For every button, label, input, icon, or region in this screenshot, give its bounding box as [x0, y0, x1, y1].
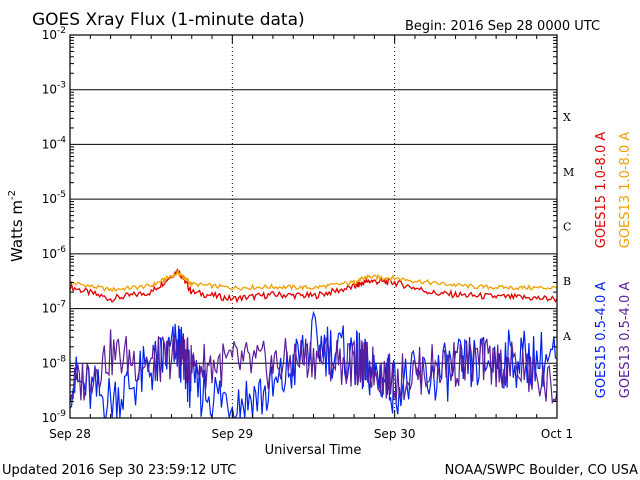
series-line-1 [69, 267, 558, 304]
y-axis-label-sup: -2 [7, 190, 18, 200]
y-tick-label: 10-3 [42, 81, 66, 97]
y-axis-label-text: Watts m [8, 200, 26, 262]
series-line-3 [69, 310, 558, 420]
x-tick-label: Sep 28 [49, 427, 91, 441]
y-tick-base: 10 [42, 247, 57, 261]
y-axis-ticks: 10-910-810-710-610-510-410-310-2 [42, 26, 557, 425]
y-tick-label: 10-4 [42, 135, 67, 151]
y-tick-exp: -9 [57, 409, 66, 419]
x-tick-label: Sep 30 [374, 427, 416, 441]
footer-updated: Updated 2016 Sep 30 23:59:12 UTC [2, 463, 236, 478]
x-tick-label: Sep 29 [211, 427, 253, 441]
x-tick-label: Oct 1 [541, 427, 573, 441]
x-axis-label: Universal Time [265, 443, 362, 458]
begin-label: Begin: 2016 Sep 28 0000 UTC [405, 19, 600, 34]
chart-title: GOES Xray Flux (1-minute data) [32, 10, 305, 30]
y-tick-label: 10-6 [42, 245, 67, 261]
y-tick-base: 10 [42, 83, 57, 97]
flare-class-label: B [563, 275, 571, 288]
y-tick-exp: -5 [57, 190, 66, 200]
footer-credit: NOAA/SWPC Boulder, CO USA [445, 463, 638, 478]
y-tick-base: 10 [42, 356, 57, 370]
flare-class-labels: A B C M X [562, 111, 574, 343]
flare-class-label: X [563, 111, 571, 124]
y-tick-label: 10-8 [42, 354, 67, 370]
y-tick-label: 10-2 [42, 26, 66, 42]
y-tick-exp: -7 [57, 300, 66, 310]
y-tick-exp: -2 [57, 26, 66, 36]
series-line-2 [69, 269, 558, 293]
flare-class-label: M [563, 166, 574, 179]
flare-class-label: C [563, 221, 571, 234]
y-tick-base: 10 [42, 28, 57, 42]
y-tick-base: 10 [42, 192, 57, 206]
series-line-4 [69, 329, 558, 405]
y-tick-exp: -8 [57, 354, 66, 364]
y-tick-label: 10-9 [42, 409, 67, 425]
y-tick-exp: -4 [57, 135, 66, 145]
y-tick-base: 10 [42, 411, 57, 425]
y-tick-exp: -6 [57, 245, 66, 255]
legend-item: GOES15 1.0-8.0 A [594, 132, 609, 249]
legend: GOES15 1.0-8.0 A GOES13 1.0-8.0 A GOES15 0… [594, 132, 633, 399]
legend-item: GOES13 1.0-8.0 A [618, 132, 633, 249]
y-tick-base: 10 [42, 137, 57, 151]
y-tick-exp: -3 [57, 81, 66, 91]
flare-class-label: A [562, 330, 572, 343]
x-axis-ticks: Sep 28 Sep 29 Sep 30 Oct 1 [49, 35, 573, 441]
legend-item: GOES13 0.5-4.0 A [618, 282, 633, 399]
y-axis-label: Watts m-2 [7, 190, 26, 262]
y-tick-label: 10-5 [42, 190, 66, 206]
y-tick-base: 10 [42, 302, 57, 316]
legend-item: GOES15 0.5-4.0 A [594, 282, 609, 399]
y-tick-label: 10-7 [42, 300, 66, 316]
series-layer [69, 267, 558, 420]
